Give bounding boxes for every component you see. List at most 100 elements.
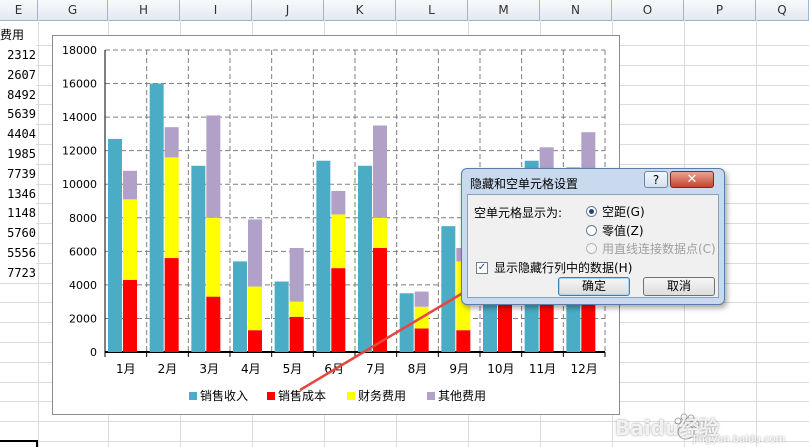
column-header-n[interactable]: N bbox=[540, 0, 612, 20]
ok-button[interactable]: 确定 bbox=[558, 277, 630, 296]
bar-销售成本 bbox=[581, 305, 596, 352]
y-tick-label: 0 bbox=[90, 346, 97, 359]
x-tick-label: 12月 bbox=[571, 362, 598, 376]
legend-swatch bbox=[189, 392, 197, 400]
help-button[interactable]: ? bbox=[644, 171, 668, 188]
column-header-o[interactable]: O bbox=[612, 0, 684, 20]
cell-value[interactable]: 5760 bbox=[0, 223, 36, 244]
bar-销售成本 bbox=[123, 279, 137, 352]
bar-销售成本 bbox=[289, 316, 304, 352]
radio-zero-label[interactable]: 零值(Z) bbox=[602, 224, 644, 238]
cancel-button[interactable]: 取消 bbox=[643, 277, 715, 296]
bar-销售成本 bbox=[164, 258, 179, 352]
y-tick-label: 12000 bbox=[62, 145, 97, 158]
column-header-l[interactable]: L bbox=[396, 0, 468, 20]
bar-销售成本 bbox=[206, 296, 221, 352]
radio-zero-circle[interactable] bbox=[586, 225, 597, 236]
bar-销售成本 bbox=[539, 301, 554, 352]
bar-销售收入 bbox=[108, 138, 122, 352]
bar-销售收入 bbox=[358, 165, 372, 352]
x-tick-label: 8月 bbox=[408, 362, 428, 376]
column-header-j[interactable]: J bbox=[252, 0, 324, 20]
cell-value[interactable]: 1985 bbox=[0, 144, 36, 164]
bar-销售收入 bbox=[399, 293, 414, 352]
x-tick-label: 6月 bbox=[324, 362, 344, 376]
bar-财务费用 bbox=[248, 286, 262, 331]
grid-column-line bbox=[756, 20, 757, 447]
grid-row-line bbox=[0, 421, 809, 422]
bar-财务费用 bbox=[373, 217, 387, 248]
y-tick-label: 4000 bbox=[69, 279, 97, 292]
y-tick-label: 16000 bbox=[62, 78, 97, 91]
cell-header-fee[interactable]: 费用 bbox=[0, 26, 25, 43]
radio-gaps-label[interactable]: 空距(G) bbox=[602, 205, 645, 219]
show-hidden-data-label[interactable]: 显示隐藏行列中的数据(H) bbox=[494, 261, 633, 275]
radio-gaps-circle[interactable] bbox=[586, 206, 597, 217]
bar-其他费用 bbox=[206, 115, 221, 218]
bar-销售收入 bbox=[316, 160, 331, 352]
column-header-q[interactable]: Q bbox=[756, 0, 809, 20]
cell-value[interactable]: 7723 bbox=[0, 262, 36, 283]
bar-其他费用 bbox=[331, 190, 346, 215]
bar-销售成本 bbox=[248, 330, 262, 352]
column-header-m[interactable]: M bbox=[468, 0, 540, 20]
bar-财务费用 bbox=[331, 214, 346, 269]
x-tick-label: 7月 bbox=[366, 362, 386, 376]
y-tick-label: 18000 bbox=[62, 44, 97, 57]
column-header-g[interactable]: G bbox=[38, 0, 108, 20]
bar-财务费用 bbox=[206, 217, 221, 297]
column-header-k[interactable]: K bbox=[324, 0, 396, 20]
x-tick-label: 3月 bbox=[199, 362, 219, 376]
baidu-watermark: Baidu经验 jingyan.baidu.com bbox=[615, 408, 805, 445]
watermark-url: jingyan.baidu.com bbox=[693, 434, 786, 445]
cell-value[interactable]: 7739 bbox=[0, 163, 36, 184]
column-header-bar: E G H I J K L M N O P Q bbox=[0, 0, 809, 21]
cell-value[interactable]: 5556 bbox=[0, 243, 36, 263]
cell-value[interactable]: 1148 bbox=[0, 203, 36, 224]
bar-销售收入 bbox=[149, 83, 164, 353]
y-tick-label: 14000 bbox=[62, 111, 97, 124]
column-header-h[interactable]: H bbox=[108, 0, 180, 20]
bar-销售收入 bbox=[441, 226, 456, 352]
x-tick-label: 10月 bbox=[487, 362, 514, 376]
cell-value[interactable]: 8492 bbox=[0, 84, 36, 105]
radio-connect-label: 用直线连接数据点(C) bbox=[602, 242, 716, 256]
bar-财务费用 bbox=[164, 157, 179, 259]
column-header-i[interactable]: I bbox=[180, 0, 252, 20]
y-tick-label: 8000 bbox=[69, 212, 97, 225]
column-header-p[interactable]: P bbox=[684, 0, 756, 20]
bar-其他费用 bbox=[414, 291, 429, 307]
bar-销售成本 bbox=[498, 301, 512, 352]
bar-其他费用 bbox=[123, 170, 137, 200]
cell-value[interactable]: 2607 bbox=[0, 64, 36, 85]
x-tick-label: 4月 bbox=[241, 362, 261, 376]
legend-swatch bbox=[347, 392, 355, 400]
grid-row-line bbox=[0, 441, 809, 442]
x-tick-label: 9月 bbox=[449, 362, 469, 376]
legend-swatch bbox=[427, 392, 435, 400]
dialog-body: 空单元格显示为: 空距(G) 零值(Z) 用直线连接数据点(C) ✓ 显示隐藏行… bbox=[467, 194, 719, 298]
cell-value[interactable]: 5639 bbox=[0, 104, 36, 125]
baidu-paw-icon bbox=[674, 413, 700, 440]
hidden-empty-cells-dialog[interactable]: 隐藏和空单元格设置 ? ✕ 空单元格显示为: 空距(G) 零值(Z) 用直线连接… bbox=[461, 168, 725, 305]
bar-其他费用 bbox=[248, 219, 262, 287]
bar-销售收入 bbox=[191, 165, 206, 352]
show-hidden-data-checkbox[interactable]: ✓ bbox=[476, 262, 488, 274]
bar-销售成本 bbox=[331, 268, 346, 352]
x-tick-label: 11月 bbox=[529, 362, 556, 376]
cell-value[interactable]: 1346 bbox=[0, 183, 36, 204]
close-button[interactable]: ✕ bbox=[670, 171, 714, 188]
y-tick-label: 2000 bbox=[69, 312, 97, 325]
watermark-brand: Baidu经验 bbox=[615, 416, 720, 440]
active-cell-border bbox=[0, 440, 38, 447]
bar-财务费用 bbox=[123, 199, 137, 280]
cell-value[interactable]: 2312 bbox=[0, 45, 36, 65]
column-header-e[interactable]: E bbox=[0, 0, 38, 20]
bar-其他费用 bbox=[164, 127, 179, 158]
legend-label: 销售收入 bbox=[200, 388, 248, 403]
cell-value[interactable]: 4404 bbox=[0, 124, 36, 145]
bar-销售成本 bbox=[373, 247, 387, 352]
bar-财务费用 bbox=[289, 301, 304, 317]
bar-销售成本 bbox=[414, 328, 429, 352]
y-tick-label: 6000 bbox=[69, 245, 97, 258]
